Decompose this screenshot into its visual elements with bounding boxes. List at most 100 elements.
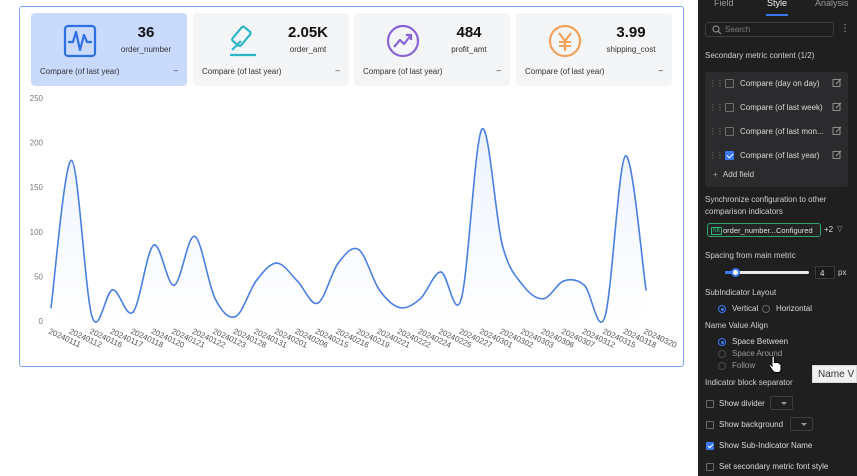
data-point[interactable] (522, 284, 524, 287)
data-point[interactable] (604, 315, 606, 318)
list-item[interactable]: ⋮⋮ Compare (day on day) (705, 75, 848, 93)
metric-card-order-number[interactable]: 36 order_number Compare (of last year) – (31, 13, 187, 86)
radio-follow[interactable] (718, 362, 726, 370)
option-space-between[interactable]: Space Between (732, 337, 789, 346)
radio-space-between[interactable] (718, 338, 726, 346)
edit-icon[interactable] (832, 78, 842, 88)
metric-component-frame[interactable] (19, 6, 684, 367)
drag-handle-icon[interactable]: ⋮⋮ (709, 103, 724, 112)
show-background-checkbox[interactable] (706, 421, 714, 429)
metric-card-shipping-cost[interactable]: 3.99 shipping_cost Compare (of last year… (516, 13, 672, 86)
set-font-style-checkbox[interactable] (706, 463, 714, 471)
spacing-number-input[interactable]: 4 (815, 266, 835, 279)
tab-field[interactable]: Field (714, 0, 734, 8)
compare-label: Compare (of last year) (525, 67, 605, 76)
compare-checkbox[interactable] (725, 127, 734, 136)
compare-checkbox[interactable] (725, 79, 734, 88)
metric-value: 484 (456, 24, 482, 41)
radio-vertical[interactable] (718, 305, 726, 313)
option-follow[interactable]: Follow (732, 361, 756, 370)
option-space-around[interactable]: Space Around (732, 349, 783, 358)
sync-more-count[interactable]: +2 (824, 225, 834, 234)
data-point[interactable] (624, 155, 627, 157)
data-point[interactable] (378, 288, 381, 291)
data-point[interactable] (91, 315, 93, 318)
sync-select[interactable]: NB order_number...Configured (707, 223, 821, 237)
data-point[interactable] (152, 244, 155, 246)
x-axis: 2024011120240112202401162024011720240118… (47, 327, 679, 350)
edit-icon[interactable] (832, 102, 842, 112)
data-point[interactable] (255, 280, 257, 282)
data-point[interactable] (111, 288, 114, 291)
data-point[interactable] (440, 271, 442, 273)
add-field-button[interactable]: + Add field (713, 170, 754, 179)
tab-analysis[interactable]: Analysis (815, 0, 849, 8)
search-input[interactable]: Search (705, 22, 834, 37)
tooltip: Name V (812, 365, 857, 383)
data-point[interactable] (234, 315, 237, 318)
style-panel: Field Style Analysis Search ⋮ Secondary … (698, 0, 857, 476)
data-point[interactable] (296, 280, 299, 282)
compare-checkbox[interactable] (725, 151, 734, 160)
show-divider-checkbox[interactable] (706, 400, 714, 408)
metric-field-name: shipping_cost (606, 45, 656, 54)
data-point[interactable] (501, 244, 504, 246)
data-point[interactable] (645, 288, 647, 291)
data-point[interactable] (542, 297, 545, 300)
option-horizontal[interactable]: Horizontal (776, 304, 813, 313)
data-point[interactable] (316, 302, 319, 304)
data-point[interactable] (337, 262, 340, 264)
active-tab-indicator (766, 14, 788, 16)
y-tick-label: 250 (30, 94, 44, 103)
compare-value: – (496, 66, 501, 75)
radio-space-around[interactable] (718, 350, 726, 358)
data-point[interactable] (357, 248, 360, 251)
radio-horizontal[interactable] (762, 305, 770, 313)
compare-checkbox[interactable] (725, 103, 734, 112)
data-point[interactable] (132, 311, 134, 313)
data-point[interactable] (481, 128, 483, 131)
data-point[interactable] (275, 262, 278, 264)
tab-style[interactable]: Style (767, 0, 788, 8)
data-point[interactable] (173, 284, 175, 287)
drag-handle-icon[interactable]: ⋮⋮ (709, 151, 724, 160)
list-item[interactable]: ⋮⋮ Compare (of last year) (705, 147, 848, 165)
metric-field-name: profit_amt (451, 45, 487, 54)
y-tick-label: 50 (34, 272, 43, 281)
data-point[interactable] (50, 306, 52, 309)
background-color-select[interactable] (790, 417, 813, 431)
metric-cards-row: 36 order_number Compare (of last year) –… (31, 13, 679, 86)
data-point[interactable] (70, 159, 73, 162)
drag-handle-icon[interactable]: ⋮⋮ (709, 79, 724, 88)
list-item[interactable]: ⋮⋮ Compare (of last mon... (705, 123, 848, 141)
align-label: Name Value Align (705, 321, 768, 330)
line-chart[interactable]: 0 50 100 150 200 250 202401112024011220240116… (20, 88, 680, 363)
data-point[interactable] (398, 306, 401, 309)
data-point[interactable] (583, 284, 586, 287)
drag-handle-icon[interactable]: ⋮⋮ (709, 127, 724, 136)
metric-card-order-amt[interactable]: 2.05K order_amt Compare (of last year) – (193, 13, 349, 86)
metric-card-profit-amt[interactable]: 484 profit_amt Compare (of last year) – (354, 13, 510, 86)
more-options-icon[interactable]: ⋮ (840, 23, 850, 34)
sync-config-label-line1: Synchronize configuration to other (705, 195, 827, 204)
edit-icon[interactable] (832, 150, 842, 160)
data-point[interactable] (460, 297, 463, 300)
chevron-down-icon[interactable]: ▽ (837, 226, 843, 233)
edit-icon[interactable] (832, 126, 842, 136)
show-subindicator-name-checkbox[interactable] (706, 442, 714, 450)
show-background-label: Show background (719, 420, 784, 429)
list-item[interactable]: ⋮⋮ Compare (of last week) (705, 99, 848, 117)
compare-item-label: Compare (of last week) (740, 103, 823, 112)
spacing-label: Spacing from main metric (705, 251, 796, 260)
spacing-slider[interactable] (725, 268, 809, 277)
secondary-metric-title: Secondary metric content (1/2) (705, 51, 815, 60)
data-point[interactable] (563, 280, 565, 282)
slider-handle[interactable] (731, 268, 741, 277)
slider-fill (725, 271, 736, 274)
divider-style-select[interactable] (770, 396, 793, 410)
data-point[interactable] (214, 297, 216, 300)
data-point[interactable] (419, 297, 422, 300)
layout-label: SubIndicator Layout (705, 288, 777, 297)
option-vertical[interactable]: Vertical (732, 304, 759, 313)
data-point[interactable] (193, 235, 196, 238)
